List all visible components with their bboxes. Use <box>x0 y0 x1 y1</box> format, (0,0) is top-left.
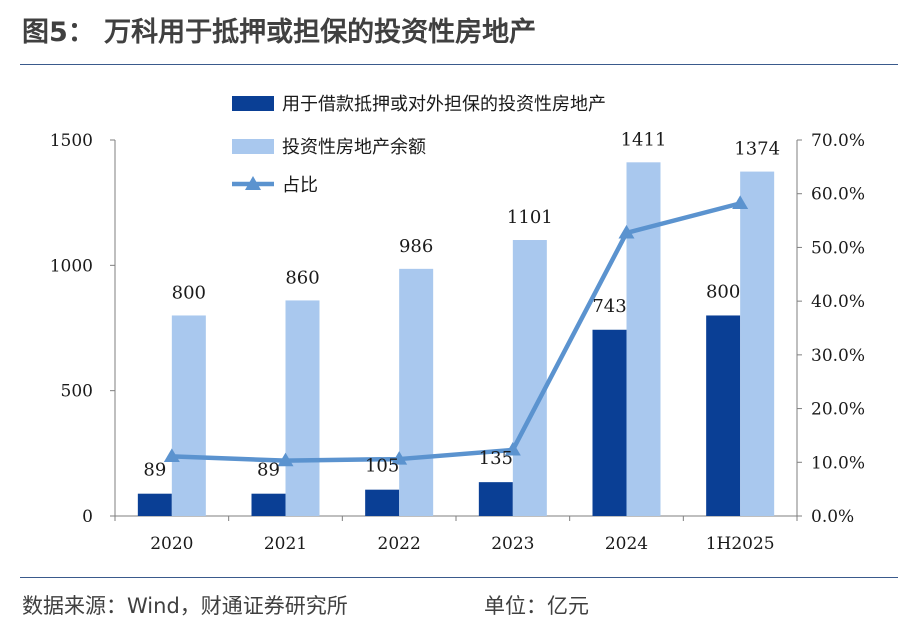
bar-total <box>399 268 434 516</box>
x-tick-label: 2022 <box>378 534 421 554</box>
bar-pledged <box>251 493 286 516</box>
bar-pledged <box>478 482 513 516</box>
left-tick-label: 1000 <box>50 256 93 276</box>
right-tick-label: 30.0% <box>811 346 865 366</box>
legend-swatch-total <box>232 139 274 154</box>
bar-total <box>285 300 320 516</box>
data-label-total: 1374 <box>734 139 780 160</box>
right-tick-label: 40.0% <box>811 292 865 312</box>
legend-label-pledged: 用于借款抵押或对外担保的投资性房地产 <box>282 94 606 115</box>
unit-note: 单位：亿元 <box>484 594 589 618</box>
right-tick-label: 0.0% <box>811 507 854 527</box>
left-tick-label: 1500 <box>50 131 93 151</box>
legend-swatch-pledged <box>232 96 274 111</box>
right-tick-label: 10.0% <box>811 453 865 473</box>
data-label-pledged: 135 <box>479 448 513 469</box>
source-note: 数据来源：Wind，财通证券研究所 <box>22 594 348 618</box>
x-tick-label: 2024 <box>605 534 648 554</box>
bar-pledged <box>592 329 627 516</box>
title-rule <box>20 64 898 65</box>
x-tick-label: 2023 <box>491 534 534 554</box>
bar-pledged <box>365 489 400 516</box>
left-tick-label: 0 <box>82 507 93 527</box>
x-tick-label: 2020 <box>150 534 193 554</box>
ratio-point <box>391 451 408 465</box>
ratio-line-path <box>171 201 741 463</box>
left-tick-label: 500 <box>61 382 93 402</box>
data-label-pledged: 800 <box>706 281 740 302</box>
right-tick-label: 60.0% <box>811 185 865 205</box>
data-label-pledged: 743 <box>592 296 626 317</box>
right-tick-label: 50.0% <box>811 238 865 258</box>
legend-marker-ratio <box>245 176 261 190</box>
chart: 0 500 1000 1500 0.0% 10.0% 20.0% 30.0% 40.0% 50.0… <box>50 94 865 554</box>
data-label-total: 860 <box>285 267 319 288</box>
bar-pledged <box>706 315 741 516</box>
bar-total <box>626 162 661 516</box>
ratio-point <box>618 224 635 239</box>
figure-title: 图5： 万科用于抵押或担保的投资性房地产 <box>22 17 537 48</box>
legend-label-total: 投资性房地产余额 <box>282 137 426 158</box>
bar-total <box>171 315 206 516</box>
right-tick-label: 20.0% <box>811 400 865 420</box>
data-label-total: 1411 <box>621 129 667 150</box>
data-label-pledged: 89 <box>143 460 166 481</box>
data-label-pledged: 105 <box>365 456 399 477</box>
legend-label-ratio: 占比 <box>282 175 318 196</box>
ratio-point <box>163 448 180 462</box>
footer-rule <box>20 577 898 578</box>
bar-pledged <box>137 493 172 516</box>
bars <box>137 162 775 517</box>
data-label-total: 986 <box>399 236 433 257</box>
data-labels: 89 800 89 860 105 986 135 1101 743 1411 800 1374 <box>143 129 780 480</box>
data-label-total: 800 <box>172 282 206 303</box>
bar-total <box>512 240 547 517</box>
data-label-total: 1101 <box>507 207 553 228</box>
data-label-pledged: 89 <box>257 460 280 481</box>
ratio-point <box>732 195 749 209</box>
ratio-line <box>163 195 749 467</box>
ratio-point <box>504 441 521 456</box>
x-tick-label: 2021 <box>264 534 307 554</box>
ratio-point <box>277 452 294 467</box>
bar-total <box>740 171 775 517</box>
right-tick-label: 70.0% <box>811 131 865 151</box>
axes: 0 500 1000 1500 0.0% 10.0% 20.0% 30.0% 40.0% 50.0… <box>50 131 865 554</box>
x-tick-label: 1H2025 <box>706 534 775 554</box>
